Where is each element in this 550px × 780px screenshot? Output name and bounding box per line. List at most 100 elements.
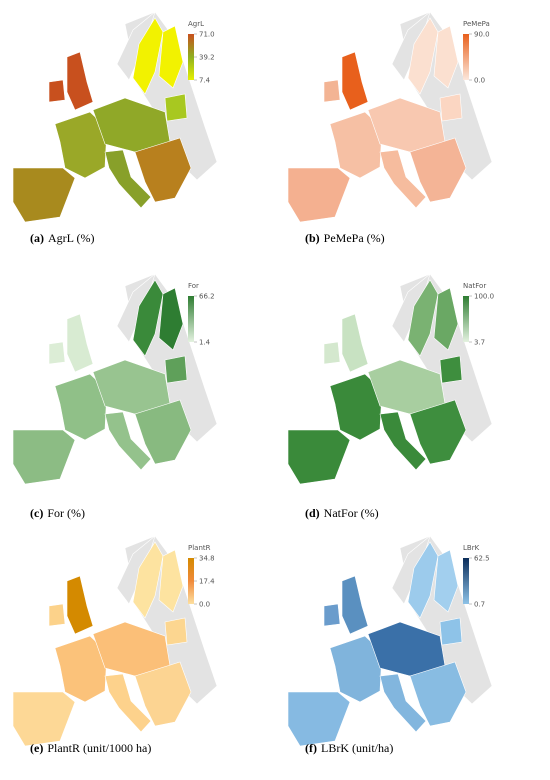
country-region [323, 79, 341, 103]
legend-title: For [188, 282, 199, 290]
caption: (d) NatFor (%) [305, 506, 379, 520]
country-region [54, 373, 108, 441]
caption: (e) PlantR (unit/1000 ha) [30, 741, 151, 755]
country-region [329, 373, 383, 441]
legend-bar [463, 558, 469, 604]
legend-tick-label: 39.2 [199, 54, 215, 62]
caption: (c) For (%) [30, 506, 85, 520]
country-region [439, 617, 463, 646]
caption-text: For (%) [47, 506, 85, 520]
legend-tick-label: 1.4 [199, 339, 211, 347]
legend-bar [188, 296, 194, 342]
country-region [433, 287, 459, 351]
country-region [409, 661, 467, 727]
country-region [48, 341, 66, 365]
country-region [287, 691, 351, 747]
caption-text: PlantR (unit/1000 ha) [47, 741, 151, 755]
legend-title: PeMePa [463, 20, 490, 28]
country-region [164, 355, 188, 384]
legend-bar [463, 34, 469, 80]
country-region [329, 635, 383, 703]
country-region [433, 25, 459, 89]
caption-label: (f) [305, 741, 317, 755]
country-region [48, 603, 66, 627]
legend-tick-label: 0.0 [199, 601, 210, 609]
country-region [329, 111, 383, 179]
country-region [12, 429, 76, 485]
map-panel: AgrL 71.0 39.2 7.4 [12, 11, 218, 223]
country-region [158, 287, 184, 351]
legend-tick-label: 3.7 [474, 339, 485, 347]
country-region [134, 137, 192, 203]
caption-label: (b) [305, 231, 320, 245]
caption-text: PeMePa (%) [324, 231, 385, 245]
country-region [158, 549, 184, 613]
country-region [12, 691, 76, 747]
legend-title: AgrL [188, 20, 204, 28]
country-region [287, 167, 351, 223]
legend-tick-label: 17.4 [199, 578, 215, 586]
legend-tick-label: 62.5 [474, 555, 490, 563]
map-panel: LBrK 62.5 0.7 [287, 535, 493, 747]
country-region [134, 661, 192, 727]
country-region [323, 603, 341, 627]
legend-tick-label: 66.2 [199, 293, 215, 301]
legend-tick-label: 0.7 [474, 601, 485, 609]
legend-bar [463, 296, 469, 342]
country-region [66, 575, 94, 635]
map-panel: PeMePa 90.0 0.0 [287, 11, 493, 223]
country-region [409, 137, 467, 203]
country-region [341, 575, 369, 635]
caption: (b) PeMePa (%) [305, 231, 385, 245]
legend-tick-label: 90.0 [474, 31, 490, 39]
legend-tick-label: 7.4 [199, 77, 211, 85]
country-region [341, 313, 369, 373]
map-panel: PlantR 34.8 17.4 0.0 [12, 535, 218, 747]
legend-title: NatFor [463, 282, 486, 290]
caption-text: LBrK (unit/ha) [321, 741, 393, 755]
country-region [66, 313, 94, 373]
legend-bar [188, 558, 194, 604]
country-region [104, 149, 152, 209]
map-panel: NatFor 100.0 3.7 [287, 273, 494, 485]
country-region [12, 167, 76, 223]
legend-tick-label: 34.8 [199, 555, 215, 563]
caption: (f) LBrK (unit/ha) [305, 741, 393, 755]
legend-tick-label: 71.0 [199, 31, 215, 39]
country-region [341, 51, 369, 111]
country-region [323, 341, 341, 365]
country-region [158, 25, 184, 89]
country-region [439, 355, 463, 384]
caption-label: (a) [30, 231, 44, 245]
legend-title: LBrK [463, 544, 480, 552]
country-region [54, 635, 108, 703]
country-region [48, 79, 66, 103]
country-region [134, 399, 192, 465]
caption-label: (d) [305, 506, 320, 520]
legend-title: PlantR [188, 544, 211, 552]
country-region [164, 93, 188, 122]
country-region [54, 111, 108, 179]
caption: (a) AgrL (%) [30, 231, 95, 245]
country-region [379, 149, 427, 209]
country-region [287, 429, 351, 485]
country-region [66, 51, 94, 111]
legend-bar [188, 34, 194, 80]
country-region [433, 549, 459, 613]
caption-label: (e) [30, 741, 43, 755]
country-region [104, 673, 152, 733]
legend-tick-label: 0.0 [474, 77, 485, 85]
caption-label: (c) [30, 506, 43, 520]
legend-tick-label: 100.0 [474, 293, 494, 301]
country-region [104, 411, 152, 471]
country-region [439, 93, 463, 122]
country-region [379, 673, 427, 733]
country-region [409, 399, 467, 465]
country-region [379, 411, 427, 471]
caption-text: NatFor (%) [324, 506, 379, 520]
country-region [164, 617, 188, 646]
caption-text: AgrL (%) [48, 231, 95, 245]
